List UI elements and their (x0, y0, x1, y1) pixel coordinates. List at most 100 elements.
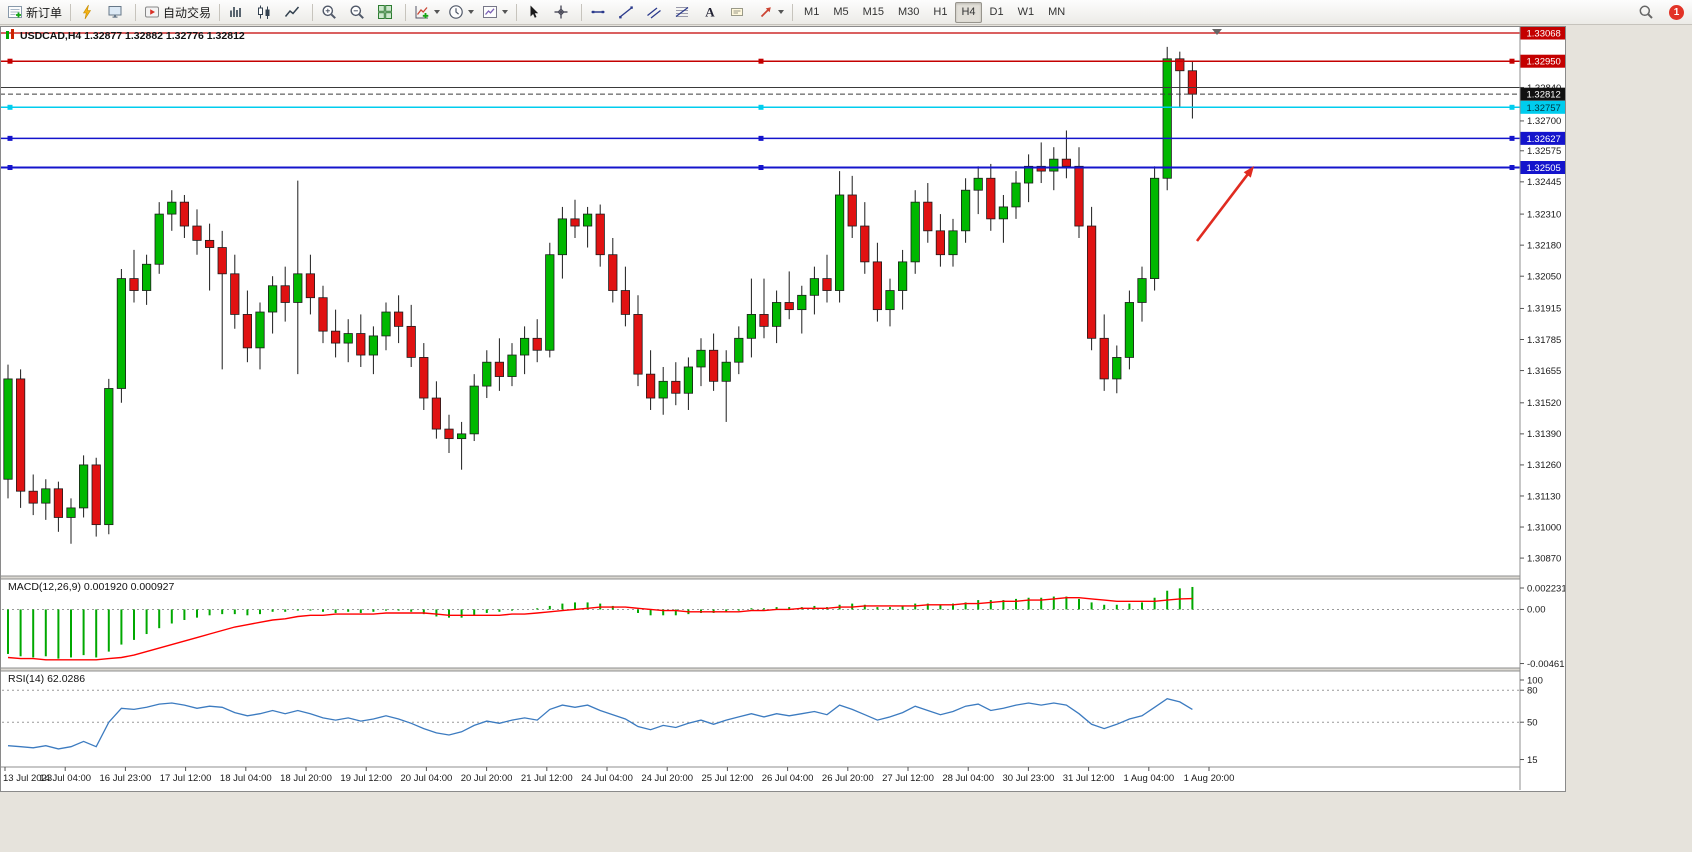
rsi-indicator-label: RSI(14) 62.0286 (8, 673, 85, 685)
toolbar-button-label: 自动交易 (163, 5, 212, 20)
price-axis[interactable] (1520, 26, 1566, 790)
arrow-annotation-head[interactable] (1243, 166, 1254, 178)
toolbar-button-candlestick-chart[interactable] (252, 1, 280, 24)
candle-bull (368, 335, 379, 356)
tile-windows-icon (377, 4, 393, 20)
search-button[interactable] (1634, 1, 1662, 24)
candle-bear (608, 254, 618, 291)
hline-handle[interactable] (7, 165, 13, 171)
dropdown-caret-icon (502, 10, 509, 14)
hline-handle[interactable] (1509, 165, 1515, 171)
candle-bull (3, 378, 13, 480)
candle-bear (923, 201, 933, 232)
toolbar-button-text-label[interactable] (726, 1, 754, 24)
timeframe-button-mn[interactable]: MN (1048, 6, 1066, 18)
toolbar-button-fibonacci[interactable] (670, 1, 698, 24)
timeframe-button-h1[interactable]: H1 (933, 6, 948, 18)
hline-handle[interactable] (758, 104, 764, 110)
toolbar-button-autotrading[interactable]: 自动交易 (140, 1, 215, 24)
toolbar-separator (219, 3, 221, 21)
zoom-in-icon (321, 4, 337, 20)
candle-bear (1187, 70, 1197, 95)
time-axis-label: 24 Jul 04:00 (581, 773, 633, 784)
toolbar-button-zoom-out[interactable] (345, 1, 373, 24)
toolbar-button-line-chart[interactable] (280, 1, 308, 24)
chart-shift-marker-icon[interactable] (1212, 29, 1222, 35)
indicators-icon (414, 4, 430, 20)
chart-canvas[interactable]: 1.328401.327001.325751.324451.323101.321… (0, 26, 1566, 792)
hline-handle[interactable] (758, 58, 764, 64)
toolbar-button-equidistant-channel[interactable] (642, 1, 670, 24)
toolbar-separator (135, 3, 137, 21)
candle-bear (330, 330, 341, 344)
timeframe-button-h4[interactable]: H4 (955, 1, 982, 23)
notification-badge[interactable]: 1 (1669, 4, 1684, 20)
toolbar-button-lightning[interactable] (75, 1, 103, 24)
toolbar-button-profiles-monitor[interactable] (103, 1, 131, 24)
hline-handle[interactable] (1509, 58, 1515, 64)
rsi-axis-label: 50 (1527, 718, 1538, 729)
candle-bear (406, 325, 416, 358)
time-axis-label: 17 Jul 12:00 (160, 773, 212, 784)
trend-line-icon (618, 4, 634, 20)
time-axis-label: 27 Jul 12:00 (882, 773, 934, 784)
candle-bull (482, 361, 492, 387)
new-order-icon (7, 4, 23, 20)
hline-handle[interactable] (758, 135, 764, 141)
toolbar-button-cursor[interactable] (521, 1, 549, 24)
candle-bull (267, 285, 278, 313)
candle-bear (431, 397, 442, 430)
time-axis-label: 20 Jul 20:00 (461, 773, 513, 784)
pane-separator[interactable] (0, 668, 1566, 671)
timeframe-button-m5[interactable]: M5 (833, 6, 849, 18)
toolbar-right-group: 1 (1634, 1, 1689, 24)
hline-handle[interactable] (7, 58, 13, 64)
toolbar-button-tile-windows[interactable] (373, 1, 401, 24)
hline-handle[interactable] (1509, 135, 1515, 141)
timeframe-button-d1[interactable]: D1 (989, 6, 1004, 18)
timeframe-button-m15[interactable]: M15 (862, 6, 884, 18)
time-axis-label: 14 Jul 04:00 (39, 773, 91, 784)
candle-bear (444, 428, 454, 440)
search-icon (1638, 4, 1654, 20)
timeframe-button-m1[interactable]: M1 (804, 6, 820, 18)
candle-bull (1049, 158, 1059, 172)
arrow-annotation[interactable] (1195, 169, 1252, 242)
hline-handle[interactable] (758, 165, 764, 171)
time-axis-label: 30 Jul 23:00 (1003, 773, 1055, 784)
hline-handle[interactable] (7, 135, 13, 141)
timeframe-button-w1[interactable]: W1 (1017, 6, 1035, 18)
toolbar-button-templates[interactable] (478, 1, 512, 24)
toolbar-button-crosshair[interactable] (549, 1, 577, 24)
toolbar-button-new-order[interactable]: 新订单 (3, 1, 66, 24)
toolbar-button-trend-line[interactable] (614, 1, 642, 24)
toolbar-button-zoom-in[interactable] (317, 1, 345, 24)
toolbar-button-horizontal-line[interactable] (586, 1, 614, 24)
candle-bull (1124, 302, 1134, 358)
pane-separator[interactable] (0, 576, 1566, 579)
price-axis-label: 1.32050 (1527, 272, 1561, 283)
candle-bull (1162, 58, 1172, 179)
candle-bear (822, 278, 832, 291)
candle-bear (784, 302, 794, 311)
candle-bear (230, 273, 240, 315)
time-axis-label: 18 Jul 20:00 (280, 773, 332, 784)
hline-handle[interactable] (7, 104, 13, 110)
candle-bear (872, 261, 883, 311)
current-price-label: 1.32812 (1527, 90, 1561, 101)
toolbar-button-bar-chart[interactable] (224, 1, 252, 24)
candle-bull (772, 302, 782, 327)
toolbar-button-arrows[interactable] (754, 1, 788, 24)
timeframe-button-m30[interactable]: M30 (898, 6, 920, 18)
toolbar-separator (581, 3, 583, 21)
hline-handle[interactable] (1509, 104, 1515, 110)
toolbar-button-periods-clock[interactable] (444, 1, 478, 24)
candle-bear (1099, 337, 1109, 380)
toolbar-button-text[interactable]: A (698, 1, 726, 24)
timeframe-group: M1 M5 M15 M30 H1 H4 D1 W1 MN (797, 0, 1072, 24)
candle-bear (532, 337, 542, 351)
candle-bull (66, 507, 76, 518)
candle-bull (583, 213, 593, 227)
toolbar-button-indicators[interactable] (410, 1, 444, 24)
